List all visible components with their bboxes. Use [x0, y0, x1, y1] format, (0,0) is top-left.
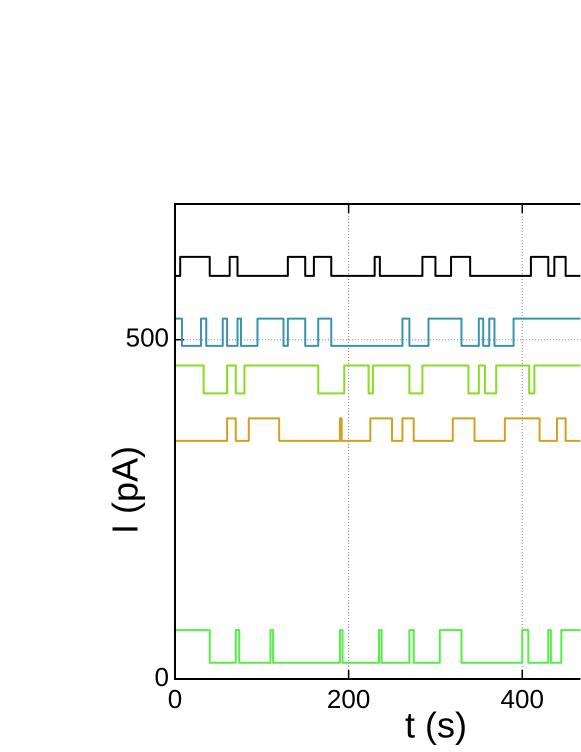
data-line	[175, 255, 581, 277]
y-tick-label: 500	[126, 323, 169, 353]
x-tick-label: 200	[327, 684, 370, 714]
data-line	[175, 629, 581, 664]
axes-frame	[174, 203, 581, 680]
data-line	[175, 317, 581, 347]
y-tick-label: 0	[155, 662, 169, 692]
x-tick-label: 400	[501, 684, 544, 714]
x-tick-label: 0	[168, 684, 182, 714]
data-line	[175, 417, 581, 442]
y-axis-label: I (pA)	[105, 446, 146, 534]
x-axis-label: t (s)	[405, 705, 467, 746]
data-line	[175, 364, 581, 395]
